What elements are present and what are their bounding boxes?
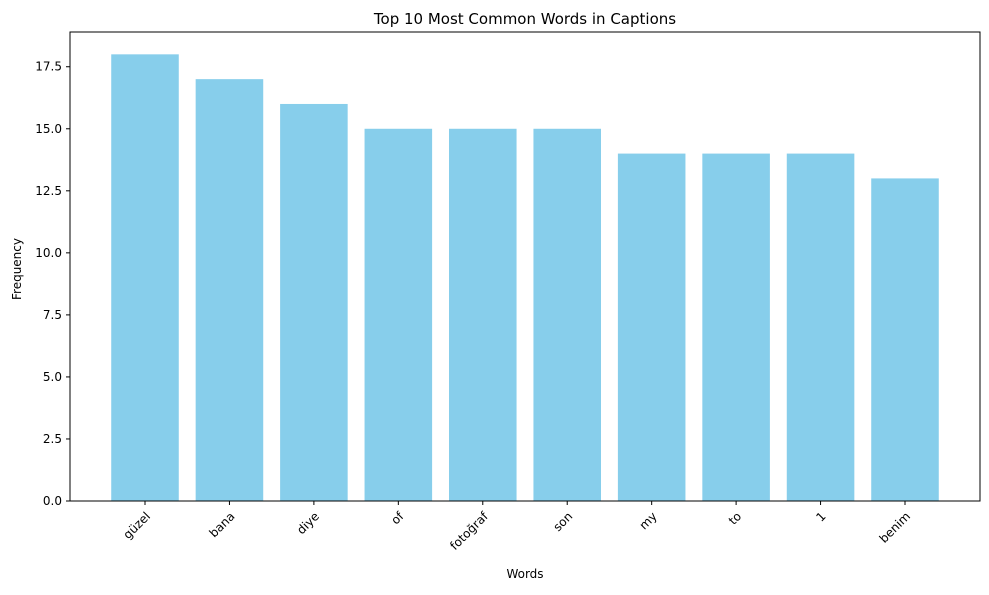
- bar-9: [871, 178, 939, 501]
- x-tick-label-6: my: [637, 509, 660, 532]
- bar-4: [449, 128, 517, 501]
- x-axis-label: Words: [506, 567, 543, 581]
- x-tick-label-5: son: [550, 509, 575, 534]
- x-tick-label-1: bana: [206, 509, 237, 540]
- y-tick-label-5: 12.5: [35, 184, 62, 198]
- bar-8: [786, 153, 855, 501]
- y-tick-label-3: 7.5: [43, 308, 62, 322]
- x-tick-label-8: 1: [813, 509, 828, 524]
- y-tick-label-7: 17.5: [35, 60, 62, 74]
- bar-5: [533, 128, 601, 501]
- x-tick-label-4: fotoğraf: [447, 509, 491, 553]
- bar-0: [111, 54, 179, 501]
- y-tick-label-2: 5.0: [43, 370, 62, 384]
- x-axis: güzel bana diye of fotoğraf son my to 1 benim: [120, 501, 913, 553]
- bar-1: [195, 79, 264, 502]
- bars-group: [111, 54, 939, 502]
- y-tick-label-4: 10.0: [35, 246, 62, 260]
- bar-6: [617, 153, 686, 501]
- y-tick-label-1: 2.5: [43, 432, 62, 446]
- x-tick-label-7: to: [726, 509, 744, 527]
- y-axis-label: Frequency: [10, 238, 24, 300]
- y-axis: 0.0 2.5 5.0 7.5 10.0 12.5 15.0 17.5: [35, 60, 70, 508]
- x-tick-label-3: of: [388, 509, 407, 528]
- y-tick-label-6: 15.0: [35, 122, 62, 136]
- plot-frame: [69, 31, 981, 502]
- bar-7: [702, 153, 770, 501]
- bar-3: [364, 128, 433, 501]
- bar-2: [280, 103, 348, 502]
- y-tick-label-0: 0.0: [43, 494, 62, 508]
- chart-title: Top 10 Most Common Words in Captions: [373, 10, 676, 28]
- x-tick-label-2: diye: [294, 509, 322, 537]
- x-tick-label-0: güzel: [120, 509, 153, 542]
- x-tick-label-9: benim: [877, 509, 914, 546]
